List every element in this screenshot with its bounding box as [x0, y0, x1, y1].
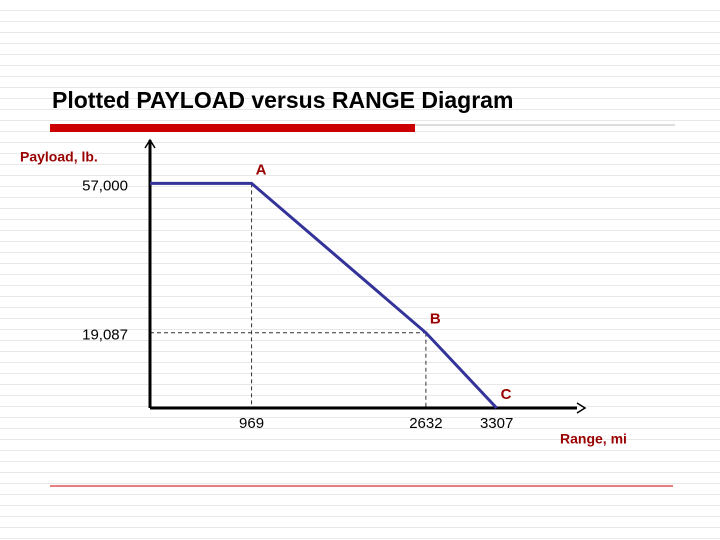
chart-title: Plotted PAYLOAD versus RANGE Diagram — [52, 87, 513, 113]
x-tick-label: 2632 — [409, 415, 442, 432]
x-tick-label: 969 — [239, 415, 264, 432]
title-bar — [50, 124, 415, 132]
point-label: A — [256, 161, 267, 178]
point-label: B — [430, 311, 441, 328]
data-line — [150, 181, 498, 410]
y-axis-label: Payload, lb. — [20, 149, 98, 165]
y-tick-label: 19,087 — [82, 327, 128, 344]
y-axis-arrow — [144, 138, 156, 149]
point-label: C — [501, 386, 512, 403]
x-tick-label: 3307 — [480, 415, 513, 432]
x-axis-label: Range, mi — [560, 431, 627, 447]
x-axis-arrow — [576, 402, 587, 414]
y-tick-label: 57,000 — [82, 177, 128, 194]
